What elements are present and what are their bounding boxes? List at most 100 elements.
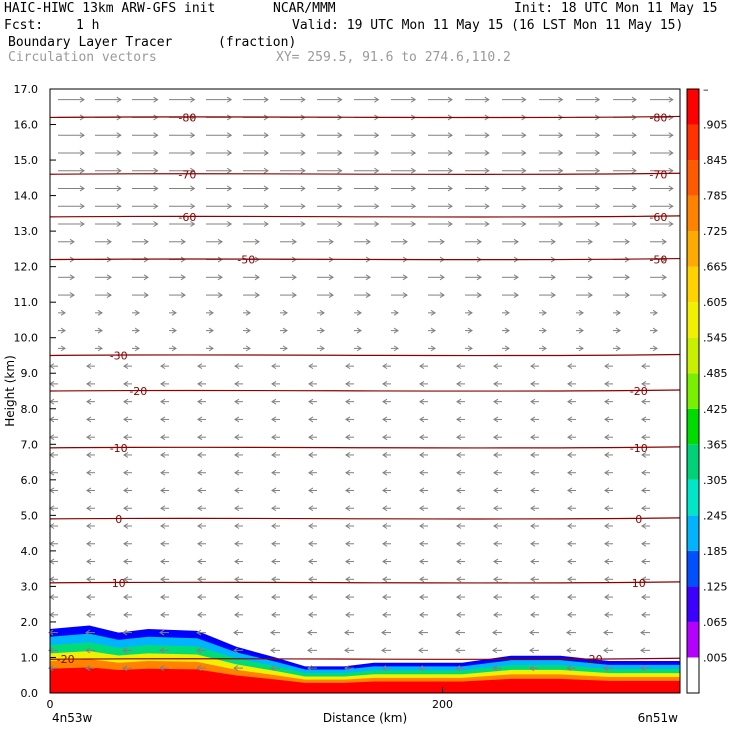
vector-arrowhead: [86, 558, 92, 565]
vector-arrowhead: [345, 380, 351, 387]
vector-arrowhead: [271, 380, 277, 387]
vector-arrowhead: [668, 114, 674, 121]
vector-arrowhead: [123, 452, 129, 458]
vector-arrowhead: [604, 611, 610, 618]
vector-arrowhead: [530, 452, 536, 458]
vector-arrowhead: [300, 221, 306, 227]
vector-arrowhead: [493, 594, 499, 600]
vector-arrowhead: [345, 611, 351, 618]
vector-arrowhead: [476, 238, 482, 245]
vector-arrowhead: [271, 576, 277, 583]
vector-arrowhead: [86, 523, 92, 529]
vector-arrowhead: [234, 523, 240, 529]
vector-arrowhead: [245, 327, 251, 334]
vector-arrowhead: [381, 647, 387, 654]
vector-arrowhead: [143, 238, 149, 245]
vector-arrowhead: [245, 309, 251, 316]
vector-arrowhead: [484, 185, 490, 192]
vector-arrowhead: [263, 185, 269, 192]
vector-arrowhead: [308, 398, 314, 405]
vector-arrowhead: [439, 274, 445, 281]
vector-arrowhead: [86, 469, 92, 476]
contour-label: 10: [632, 577, 646, 590]
vector-arrowhead: [456, 487, 462, 494]
vector-arrowhead: [631, 132, 637, 139]
vector-arrowhead: [604, 363, 610, 370]
vector-arrowhead: [382, 434, 388, 441]
vector-arrowhead: [308, 469, 314, 476]
vector-arrowhead: [116, 132, 122, 139]
vector-arrowhead: [578, 345, 584, 352]
vector-arrowhead: [541, 345, 547, 352]
contour-label: -70: [649, 168, 667, 181]
vector-arrowhead: [160, 594, 166, 600]
vector-arrowhead: [382, 416, 388, 423]
y-tick-label: 7.0: [21, 438, 39, 451]
vector-arrowhead: [604, 416, 610, 423]
vector-arrowhead: [382, 363, 388, 370]
vector-arrowhead: [254, 238, 260, 245]
vector-arrowhead: [86, 505, 92, 512]
vector-arrowhead: [134, 345, 140, 352]
y-tick-label: 10.0: [14, 332, 39, 345]
vector-arrowhead: [447, 96, 453, 103]
vector-arrowhead: [153, 150, 159, 156]
y-tick-label: 12.0: [14, 261, 39, 274]
contour-label: 0: [115, 513, 122, 526]
contour-line: [49, 657, 681, 661]
colorbar-swatch: [687, 444, 699, 480]
vector-arrowhead: [476, 274, 482, 281]
vector-arrowhead: [197, 505, 203, 512]
vector-arrowhead: [624, 238, 630, 245]
vector-arrowhead: [641, 558, 647, 565]
vector-arrowhead: [86, 434, 92, 441]
vector-arrowhead: [271, 611, 277, 618]
vector-arrowhead: [86, 611, 92, 618]
vector-arrowhead: [604, 469, 610, 476]
vector-arrowhead: [382, 398, 388, 405]
contour-label: -60: [178, 211, 196, 224]
vector-arrowhead: [365, 292, 371, 298]
vector-arrowhead: [308, 558, 314, 565]
contour-line: [49, 581, 681, 584]
vector-arrowhead: [234, 416, 240, 423]
vector-arrowhead: [196, 647, 202, 654]
vector-arrowhead: [530, 487, 536, 494]
vector-arrowhead: [122, 665, 128, 672]
contour-label: -60: [649, 211, 667, 224]
vector-arrowhead: [419, 452, 425, 458]
colorbar-swatch: [687, 479, 699, 516]
vector-arrowhead: [344, 665, 350, 672]
vector-arrowhead: [456, 363, 462, 370]
y-tick-label: 2.0: [21, 616, 39, 629]
vector-arrowhead: [69, 274, 75, 281]
colorbar-label: .245: [703, 509, 728, 522]
vector-arrowhead: [271, 363, 277, 370]
vector-arrowhead: [271, 416, 277, 423]
vector-arrowhead: [566, 665, 572, 672]
vector-arrowhead: [171, 345, 177, 352]
vector-arrowhead: [603, 647, 609, 654]
vector-arrowhead: [106, 292, 112, 298]
vector-arrowhead: [567, 398, 573, 405]
y-tick-label: 11.0: [14, 296, 39, 309]
vector-arrowhead: [300, 185, 306, 192]
vector-arrowhead: [382, 469, 388, 476]
vector-arrowhead: [79, 96, 85, 103]
vector-arrowhead: [226, 167, 233, 174]
vector-arrowhead: [374, 203, 380, 210]
vector-arrowhead: [521, 185, 527, 192]
vector-arrowhead: [521, 96, 527, 103]
vector-arrowhead: [226, 96, 233, 103]
vector-arrowhead: [356, 327, 362, 334]
vector-arrowhead: [661, 292, 667, 298]
contour-label: 20: [589, 653, 603, 666]
vector-arrowhead: [374, 96, 380, 103]
vector-arrowhead: [631, 185, 637, 192]
vector-arrowhead: [484, 96, 490, 103]
vector-arrowhead: [197, 558, 203, 565]
vector-arrowhead: [308, 540, 314, 547]
vector-arrowhead: [60, 327, 66, 334]
vector-arrowhead: [530, 469, 536, 476]
vector-arrowhead: [86, 452, 92, 458]
